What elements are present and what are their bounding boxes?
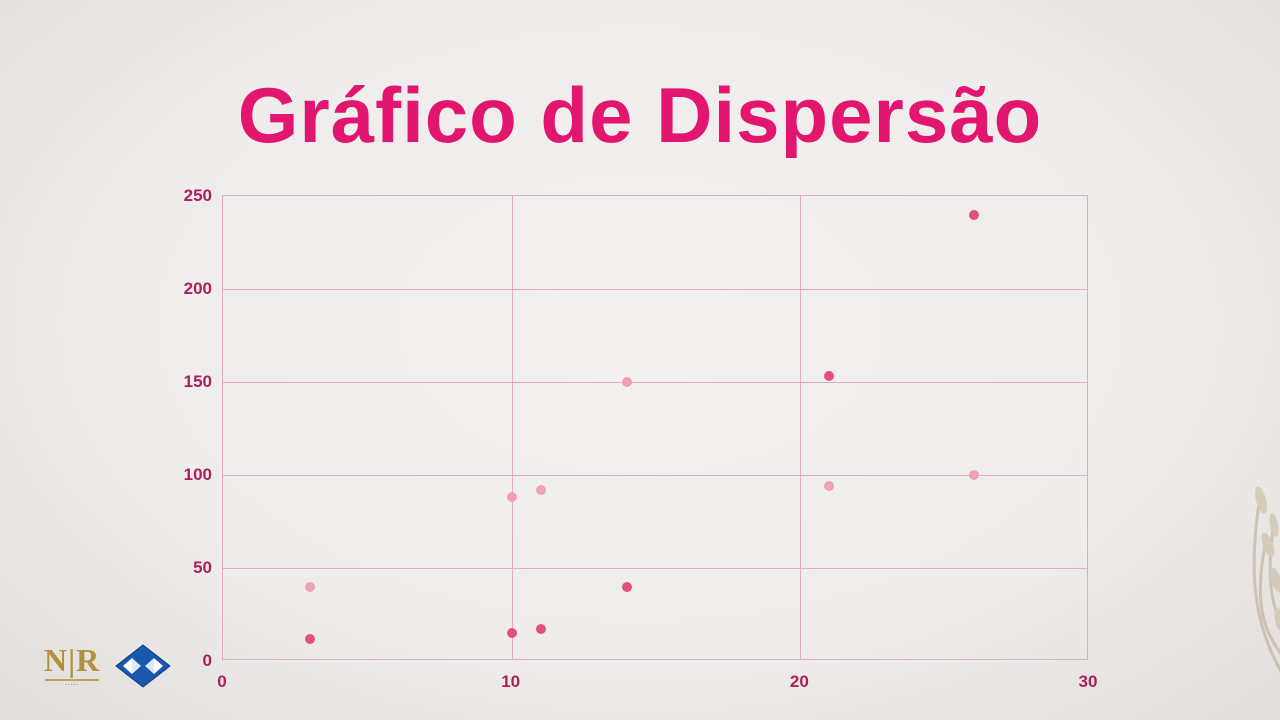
x-tick-label-0: 0 bbox=[217, 672, 227, 691]
dried-plant-decoration bbox=[1252, 486, 1280, 673]
gridline-y-150 bbox=[223, 382, 1087, 383]
x-tick-label-30: 30 bbox=[1078, 672, 1098, 691]
scatter-point-dark-pink-series-10-15 bbox=[506, 628, 517, 639]
y-axis-labels: 0 50 100 150 200 250 bbox=[150, 186, 212, 670]
scatter-point-light-pink-series-14-150 bbox=[622, 377, 633, 387]
nr-logo-subtext: ▪▪▪▪▪ bbox=[65, 683, 80, 688]
y-tick-label-250: 250 bbox=[183, 186, 212, 205]
x-tick-label-10: 10 bbox=[501, 672, 521, 691]
scatter-point-dark-pink-series-26-240 bbox=[968, 209, 979, 220]
scatter-point-dark-pink-series-14-40 bbox=[622, 581, 633, 592]
y-tick-label-50: 50 bbox=[193, 558, 212, 577]
y-tick-label-100: 100 bbox=[183, 465, 212, 484]
logo-bar: N|R ▪▪▪▪▪ bbox=[44, 644, 172, 688]
gridline-x-20 bbox=[800, 196, 802, 659]
scatter-point-dark-pink-series-11-17 bbox=[535, 624, 546, 635]
plot-area bbox=[222, 195, 1088, 660]
scatter-point-light-pink-series-11-92 bbox=[535, 484, 546, 495]
scatter-point-light-pink-series-3-40 bbox=[304, 581, 315, 592]
scatter-point-dark-pink-series-3-12 bbox=[304, 633, 315, 644]
gridline-x-10 bbox=[511, 196, 513, 659]
page-title: Gráfico de Dispersão bbox=[237, 71, 1043, 160]
scatter-point-light-pink-series-21-94 bbox=[824, 481, 835, 492]
nr-logo-letters: N|R bbox=[44, 642, 101, 678]
gridline-y-50 bbox=[223, 568, 1087, 569]
x-axis-labels: 0 10 20 30 bbox=[217, 672, 1097, 696]
x-tick-label-20: 20 bbox=[789, 672, 809, 691]
scatter-point-light-pink-series-10-88 bbox=[506, 492, 517, 503]
scatter-plot bbox=[222, 195, 1088, 660]
y-tick-label-200: 200 bbox=[183, 279, 212, 298]
y-tick-label-150: 150 bbox=[183, 372, 212, 391]
gridline-y-200 bbox=[223, 289, 1087, 290]
scatter-point-light-pink-series-26-100 bbox=[968, 470, 979, 480]
y-tick-label-0: 0 bbox=[202, 651, 212, 670]
scatter-point-dark-pink-series-21-153 bbox=[824, 371, 835, 382]
nr-monogram-logo: N|R ▪▪▪▪▪ bbox=[44, 644, 100, 688]
nr-logo-rule bbox=[45, 679, 100, 681]
gridline-y-100 bbox=[223, 475, 1087, 476]
blue-diamond-logo bbox=[115, 644, 172, 688]
